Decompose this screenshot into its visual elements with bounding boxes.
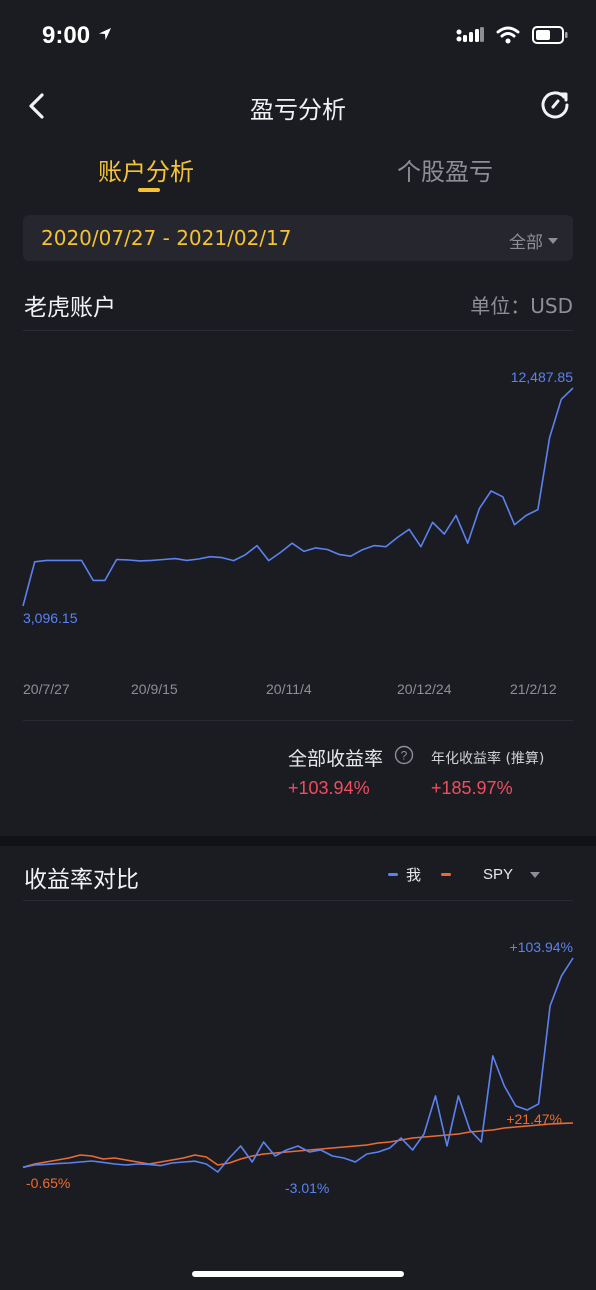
total-return-value: +103.94% (288, 778, 370, 798)
section-separator (0, 836, 596, 846)
page-title: 盈亏分析 (250, 96, 346, 124)
my-return-line (22, 957, 574, 1173)
period-selector-label: 全部 (509, 233, 543, 253)
help-icon[interactable]: ? (394, 745, 414, 765)
legend-me-swatch (388, 873, 398, 876)
battery-icon (532, 26, 568, 44)
cellular-signal-icon (456, 27, 484, 42)
chevron-left-icon (29, 93, 44, 119)
annual-return-value: +185.97% (431, 778, 513, 798)
location-arrow-icon (98, 28, 111, 40)
x-tick-label: 20/7/27 (23, 681, 70, 697)
me-min-label: -3.01% (285, 1180, 329, 1196)
caret-down-icon (548, 237, 558, 244)
active-tab-indicator (138, 188, 160, 192)
unit-label: 单位：USD (470, 294, 573, 318)
spy-end-label: +21.47% (506, 1111, 562, 1127)
back-button[interactable] (24, 90, 52, 122)
home-indicator (192, 1271, 404, 1277)
wifi-icon (496, 26, 520, 44)
caret-down-icon (530, 871, 541, 878)
refresh-button[interactable] (538, 88, 572, 122)
tab-stock-pnl[interactable]: 个股盈亏 (397, 158, 493, 186)
x-tick-label: 20/9/15 (131, 681, 178, 697)
min-value-label: 3,096.15 (23, 610, 78, 626)
comparison-legend: 我 SPY (388, 864, 541, 885)
x-tick-label: 21/2/12 (510, 681, 557, 697)
status-time: 9:00 (42, 22, 113, 50)
tab-account-analysis[interactable]: 账户分析 (98, 158, 194, 186)
divider (23, 720, 573, 721)
x-tick-label: 20/12/24 (397, 681, 452, 697)
refresh-icon (541, 91, 569, 119)
date-range-bar[interactable]: 2020/07/27 - 2021/02/17 全部 (23, 215, 573, 261)
total-return-label: 全部收益率 (288, 748, 384, 770)
divider (23, 330, 573, 331)
divider (23, 900, 573, 901)
svg-text:?: ? (401, 749, 408, 763)
spy-return-line (22, 1122, 574, 1169)
legend-me-label: 我 (406, 866, 422, 884)
benchmark-selector[interactable]: SPY (483, 866, 541, 883)
account-value-line (22, 387, 574, 607)
me-end-label: +103.94% (510, 939, 573, 955)
legend-benchmark-swatch (441, 873, 452, 876)
comparison-title: 收益率对比 (24, 867, 139, 893)
spy-min-label: -0.65% (26, 1175, 70, 1191)
max-value-label: 12,487.85 (511, 369, 573, 385)
status-icons (456, 26, 568, 44)
period-selector[interactable]: 全部 (509, 228, 559, 253)
return-comparison-chart: +103.94% +21.47% -0.65% -3.01% (22, 939, 574, 1196)
x-tick-label: 20/11/4 (266, 681, 312, 697)
date-range-text: 2020/07/27 - 2021/02/17 (41, 226, 292, 250)
account-value-chart: 12,487.85 3,096.15 20/7/27 20/9/15 20/11/4… (22, 369, 574, 697)
status-time-text: 9:00 (42, 22, 91, 49)
account-title: 老虎账户 (24, 295, 116, 321)
annual-return-label: 年化收益率 (推算) (431, 751, 545, 767)
benchmark-selector-label: SPY (483, 866, 514, 883)
